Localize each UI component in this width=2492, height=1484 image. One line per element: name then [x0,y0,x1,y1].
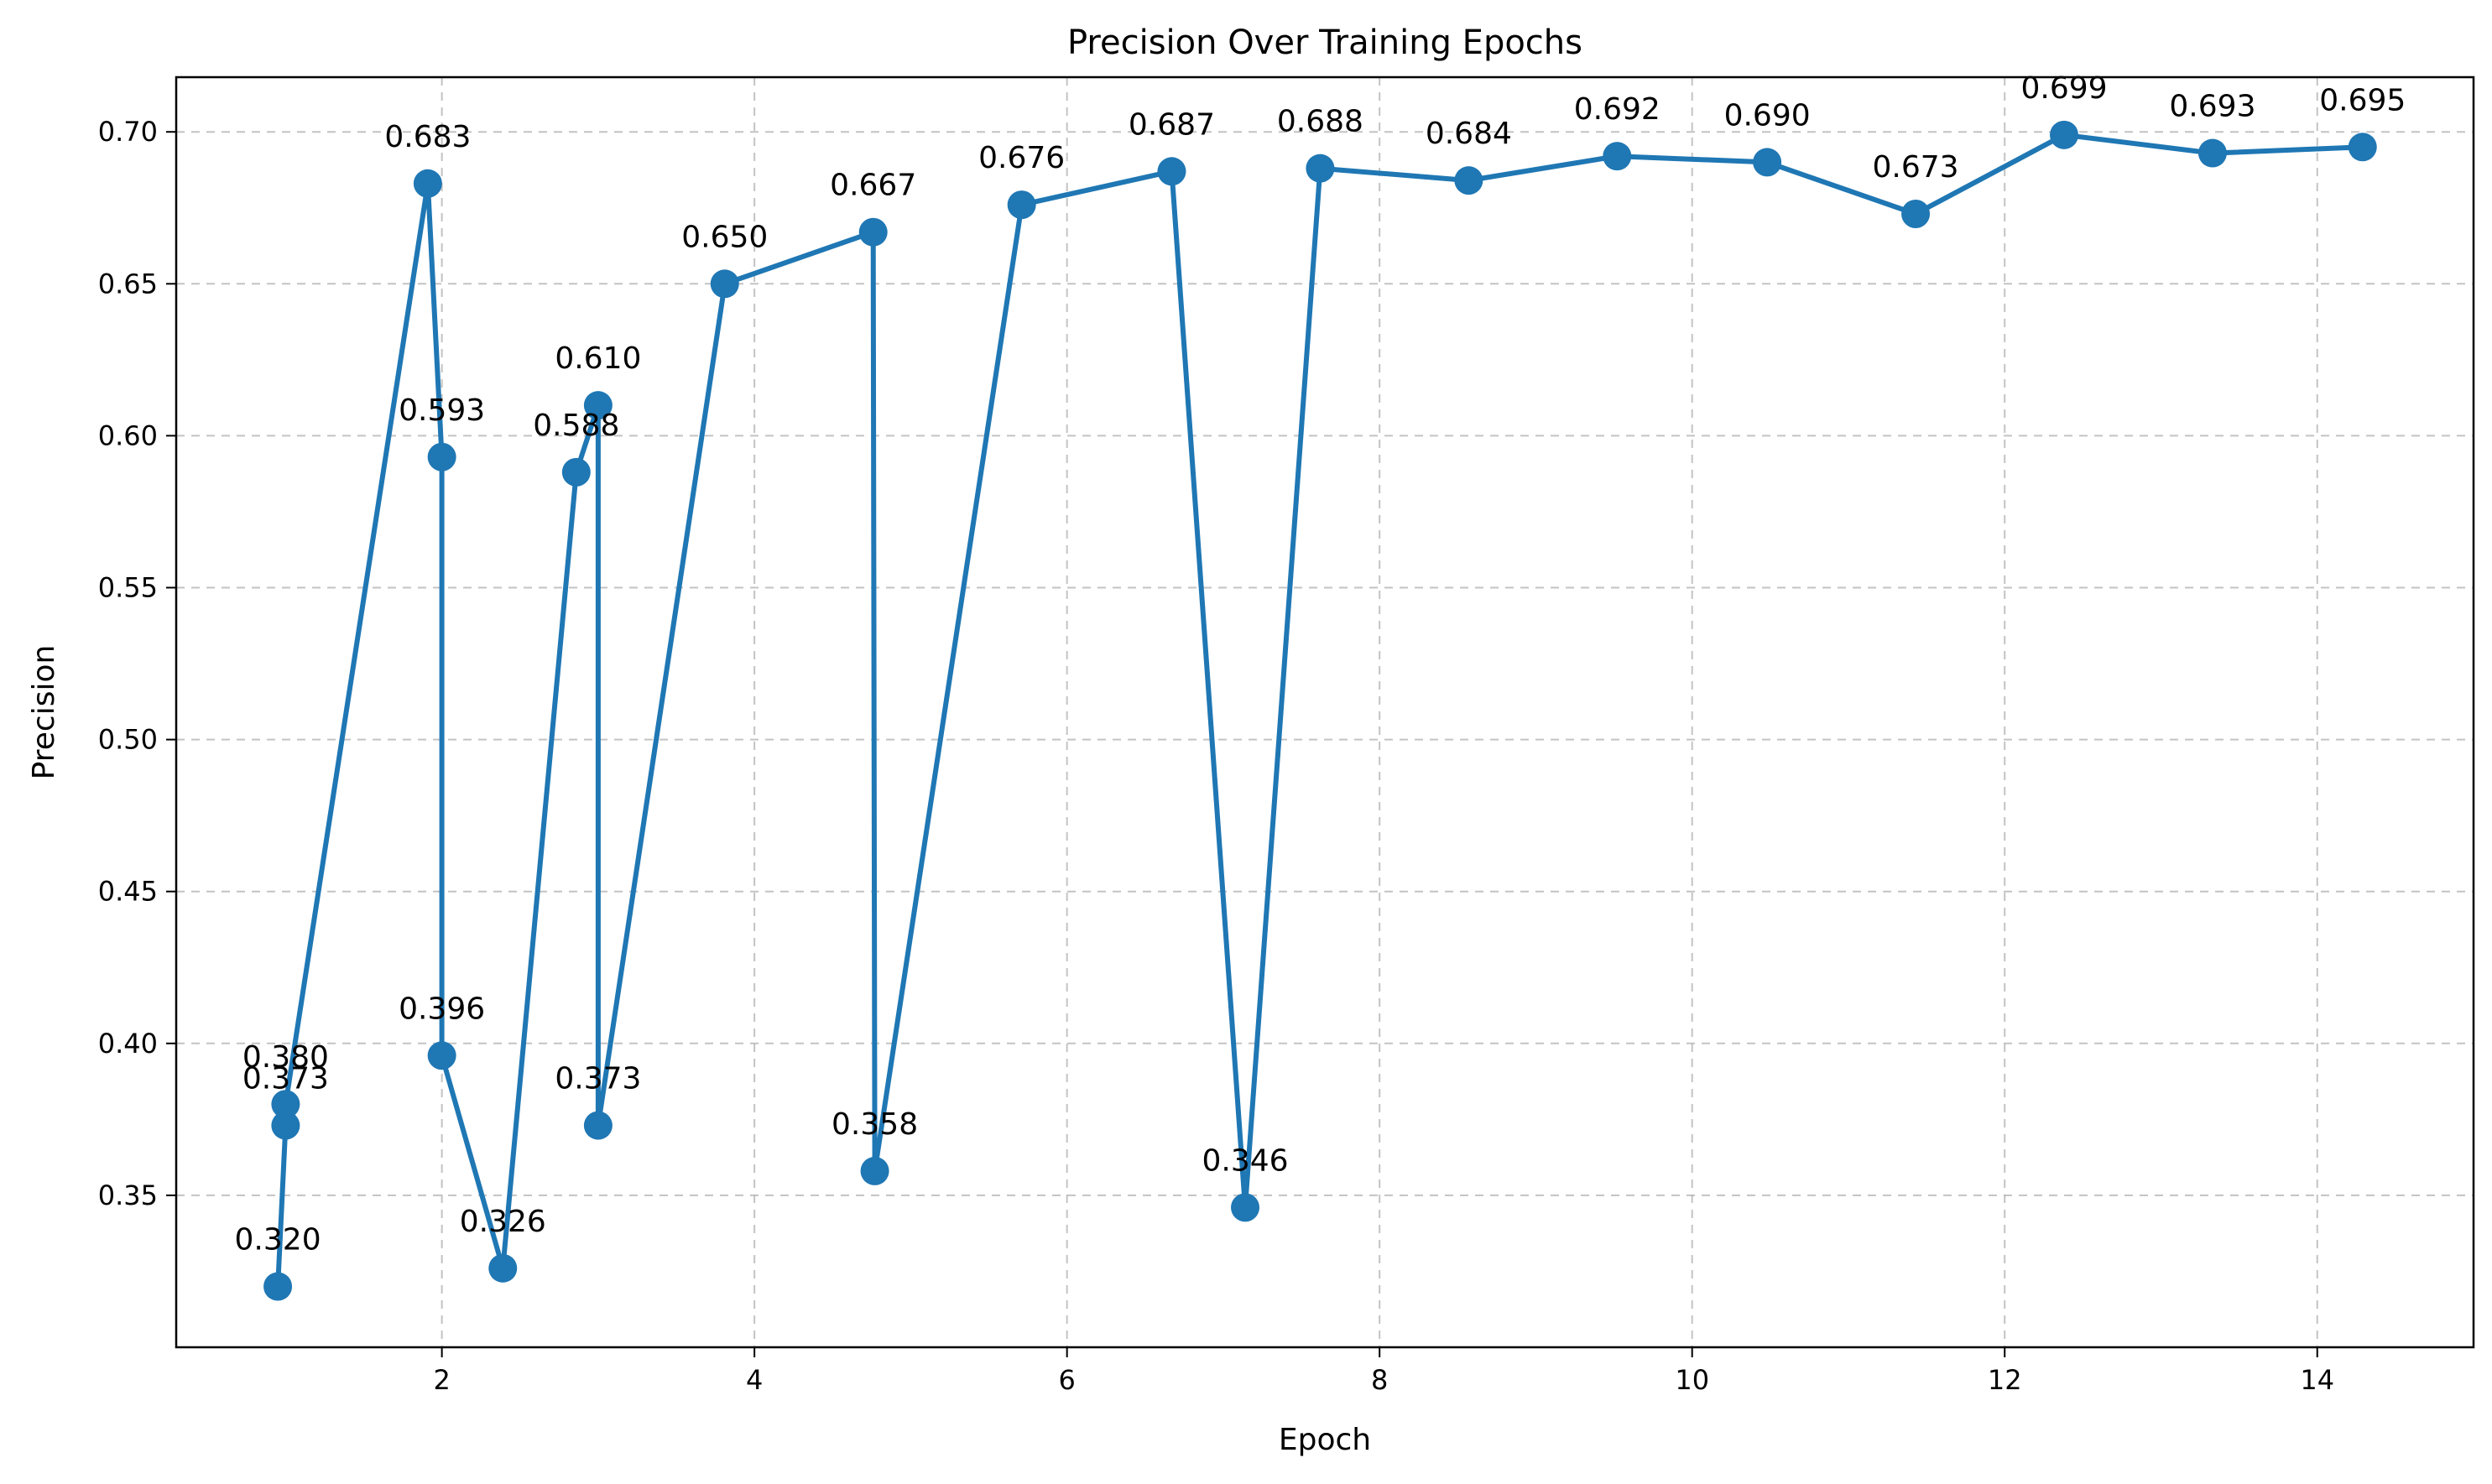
data-label: 0.396 [399,992,485,1026]
y-tick-label: 0.60 [98,419,158,451]
data-point [1306,154,1335,183]
data-point [271,1090,300,1119]
data-point [1007,190,1036,220]
y-tick-label: 0.55 [98,571,158,603]
y-tick-label: 0.40 [98,1028,158,1060]
data-point [1753,148,1782,177]
series-layer [263,120,2377,1301]
data-label: 0.692 [1574,92,1660,127]
x-tick-label: 2 [433,1364,450,1396]
data-label: 0.693 [2169,90,2255,124]
data-point [583,1111,613,1140]
data-label: 0.687 [1129,107,1215,142]
data-label: 0.593 [399,393,485,428]
data-point [1603,142,1632,171]
data-label: 0.380 [242,1040,329,1075]
data-label: 0.688 [1277,105,1363,139]
data-label: 0.610 [555,341,641,376]
data-label: 0.373 [555,1062,641,1096]
data-point [2197,138,2227,168]
grid-layer [176,77,2474,1347]
data-point [1231,1193,1260,1222]
data-point [2050,120,2079,149]
data-point [1157,157,1186,186]
x-tick-label: 4 [746,1364,763,1396]
data-point [1901,199,1931,228]
data-point [488,1253,518,1283]
data-label: 0.673 [1873,150,1959,185]
y-tick-label: 0.70 [98,116,158,148]
data-point [271,1111,300,1140]
data-label: 0.695 [2319,83,2406,117]
data-label: 0.683 [384,120,471,154]
x-tick-label: 6 [1058,1364,1075,1396]
y-axis-label: Precision [27,645,61,780]
data-label: 0.320 [235,1223,321,1257]
y-tick-label: 0.45 [98,876,158,908]
data-point [710,269,739,299]
series-line [275,132,2365,1289]
data-label: 0.346 [1202,1143,1288,1178]
y-tick-label: 0.50 [98,724,158,756]
x-tick-label: 14 [2300,1364,2334,1396]
data-point [263,1272,293,1301]
data-point [858,217,888,247]
tick-layer: 2 4 6 8 10 12 14 0.35 0.40 0.45 0.50 0.55 0.60 0.65 0.… [98,116,2334,1396]
data-point [427,442,456,471]
data-point [561,457,591,487]
data-label: 0.684 [1426,117,1512,151]
data-label: 0.667 [830,169,916,203]
chart-title: Precision Over Training Epochs [1067,23,1582,62]
data-point [2348,133,2377,162]
data-label: 0.676 [978,141,1065,175]
data-point [413,169,442,198]
data-label: 0.373 [242,1062,329,1096]
data-label: 0.358 [832,1107,918,1142]
x-axis-label: Epoch [1279,1423,1371,1457]
x-tick-label: 8 [1371,1364,1388,1396]
data-label: 0.588 [533,409,619,443]
y-tick-label: 0.35 [98,1179,158,1211]
data-point [1454,166,1483,195]
x-tick-label: 12 [1988,1364,2022,1396]
data-point [860,1156,889,1185]
data-point [427,1041,456,1070]
data-label: 0.650 [681,220,768,254]
plot-frame [175,76,2475,1349]
y-tick-label: 0.65 [98,268,158,299]
data-point [583,391,613,420]
data-label: 0.326 [460,1205,546,1239]
data-label: 0.690 [1724,98,1811,133]
x-tick-label: 10 [1675,1364,1709,1396]
